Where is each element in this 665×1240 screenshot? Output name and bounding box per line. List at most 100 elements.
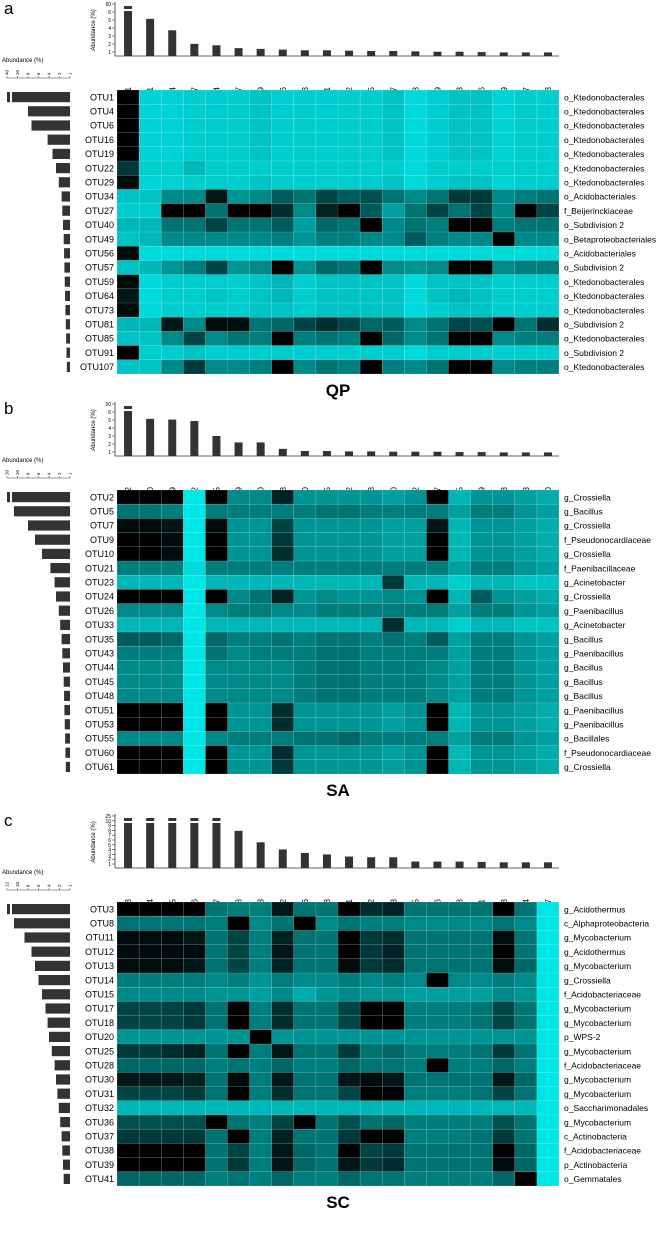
heatmap-cell — [117, 688, 140, 703]
heatmap-cell — [183, 104, 206, 119]
heatmap-cell — [448, 274, 471, 289]
heatmap-cell — [514, 1171, 537, 1186]
heatmap-cell — [470, 1129, 493, 1144]
heatmap-cell — [360, 345, 383, 360]
heatmap-cell — [536, 546, 559, 561]
heatmap-cell — [448, 1115, 471, 1130]
row-annotation: o_Subdivision 2 — [564, 348, 624, 358]
heatmap-cell — [249, 589, 272, 604]
heatmap-cell — [338, 674, 361, 689]
heatmap-cell — [338, 490, 361, 505]
row-label: OTU34 — [85, 192, 114, 202]
heatmap-cell — [271, 944, 294, 959]
heatmap-cell — [492, 916, 515, 931]
heatmap-cell — [161, 274, 184, 289]
heatmap-cell — [183, 660, 206, 675]
row-label: OTU28 — [85, 1061, 114, 1071]
heatmap-cell — [382, 1171, 405, 1186]
heatmap-cell — [470, 232, 493, 247]
heatmap-cell — [404, 303, 427, 318]
heatmap-cell — [382, 1058, 405, 1073]
heatmap-cell — [360, 1086, 383, 1101]
row-annotation: o_Subdivision 2 — [564, 220, 624, 230]
left-bar — [35, 960, 70, 971]
heatmap-cell — [382, 532, 405, 547]
heatmap-cell — [492, 987, 515, 1002]
heatmap-cell — [360, 260, 383, 275]
heatmap-cell — [426, 504, 449, 519]
heatmap-cell — [315, 175, 338, 190]
heatmap-cell — [536, 759, 559, 774]
heatmap-cell — [338, 90, 361, 105]
heatmap-cell — [249, 1086, 272, 1101]
heatmap-cell — [404, 1015, 427, 1030]
heatmap-cell — [205, 731, 228, 746]
heatmap-cell — [205, 246, 228, 261]
heatmap-cell — [448, 1086, 471, 1101]
heatmap-cell — [293, 731, 316, 746]
heatmap-cell — [470, 617, 493, 632]
heatmap-cell — [426, 1086, 449, 1101]
heatmap-cell — [382, 146, 405, 161]
heatmap-cell — [139, 232, 162, 247]
row-label: OTU2 — [90, 492, 114, 502]
top-bar-break — [211, 821, 221, 823]
left-bar — [58, 1102, 70, 1113]
row-label: OTU1 — [90, 92, 114, 102]
heatmap-cell — [315, 561, 338, 576]
heatmap-cell — [161, 317, 184, 332]
row-annotation: o_Bacillales — [564, 734, 609, 744]
heatmap-cell — [404, 987, 427, 1002]
top-bar — [278, 448, 287, 456]
heatmap-cell — [382, 359, 405, 374]
heatmap-cell — [536, 973, 559, 988]
heatmap-cell — [183, 589, 206, 604]
heatmap-cell — [360, 745, 383, 760]
heatmap-cell — [161, 575, 184, 590]
row-label: OTU8 — [90, 919, 114, 929]
left-bar-tick-label: 4 — [47, 472, 52, 475]
heatmap-cell — [205, 1100, 228, 1115]
heatmap-cell — [514, 274, 537, 289]
heatmap-cell — [183, 561, 206, 576]
heatmap-cell — [492, 703, 515, 718]
heatmap-cell — [161, 1171, 184, 1186]
heatmap-cell — [315, 203, 338, 218]
top-bar-break — [145, 821, 155, 823]
heatmap-cell — [536, 175, 559, 190]
heatmap-cell — [404, 1129, 427, 1144]
heatmap-cell — [271, 1029, 294, 1044]
heatmap-cell — [382, 944, 405, 959]
heatmap-cell — [139, 1072, 162, 1087]
top-bar-tick-label: 4 — [108, 848, 111, 854]
heatmap-cell — [338, 575, 361, 590]
heatmap-cell — [139, 674, 162, 689]
heatmap-cell — [470, 1157, 493, 1172]
heatmap-cell — [338, 561, 361, 576]
heatmap-cell — [492, 902, 515, 917]
heatmap-cell — [470, 532, 493, 547]
top-bar — [212, 818, 221, 868]
heatmap-cell — [536, 1072, 559, 1087]
heatmap-cell — [382, 632, 405, 647]
heatmap-cell — [448, 246, 471, 261]
heatmap-cell — [426, 1029, 449, 1044]
top-bar-tick-label: 2 — [108, 857, 111, 863]
top-bar — [499, 862, 508, 868]
heatmap-cell — [382, 603, 405, 618]
row-annotation: o_Ktedonobacterales — [564, 107, 644, 117]
heatmap-cell — [492, 345, 515, 360]
heatmap-cell — [448, 1015, 471, 1030]
top-bar-break — [123, 409, 133, 411]
heatmap-cell — [536, 246, 559, 261]
heatmap-cell — [161, 589, 184, 604]
heatmap-cell — [315, 504, 338, 519]
top-bar — [345, 50, 354, 56]
heatmap-cell — [338, 317, 361, 332]
heatmap-cell — [360, 603, 383, 618]
heatmap-cell — [338, 731, 361, 746]
heatmap-cell — [536, 1001, 559, 1016]
heatmap-cell — [227, 132, 250, 147]
heatmap-cell — [514, 575, 537, 590]
heatmap-cell — [249, 217, 272, 232]
